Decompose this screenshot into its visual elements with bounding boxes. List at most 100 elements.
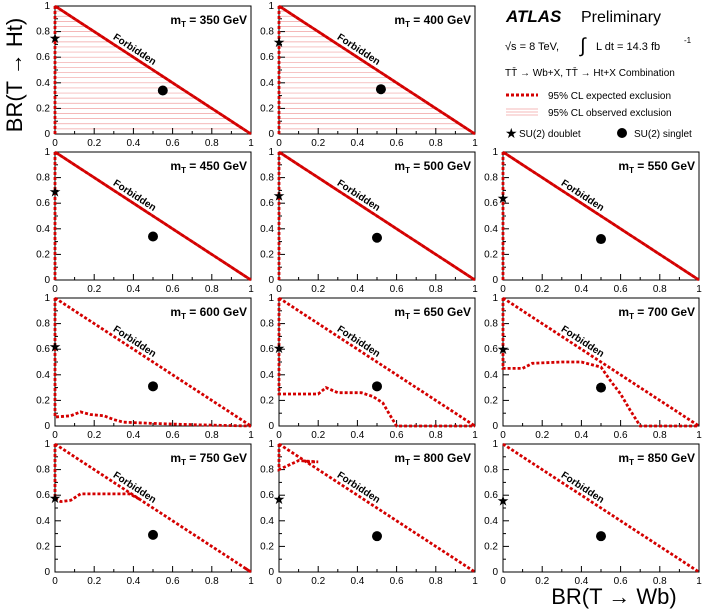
y-tick-label: 0.6 — [484, 344, 498, 355]
y-tick-label: 0 — [268, 129, 274, 140]
x-tick-label: 0 — [52, 138, 58, 149]
y-tick-label: 0.8 — [484, 465, 498, 476]
expected-exclusion-extra — [244, 567, 252, 574]
y-tick-label: 0.4 — [260, 516, 274, 527]
y-tick-label: 1 — [44, 293, 50, 304]
y-tick-label: 0.6 — [260, 52, 274, 63]
y-tick-label: 0.2 — [484, 541, 498, 552]
forbidden-label: Forbidden — [559, 178, 606, 214]
forbidden-boundary — [278, 296, 476, 428]
panel-10: 00 0.2 0.2 0.4 0.4 0.6 0.6 0.8 0.8 1 1 Forbidden mT … — [484, 439, 702, 587]
y-tick-label: 1 — [268, 439, 274, 450]
x-tick-label: 0.4 — [126, 430, 140, 441]
y-tick-label: 0 — [268, 567, 274, 578]
y-tick-label: 0 — [492, 275, 498, 286]
y-tick-label: 1 — [268, 1, 274, 12]
x-tick-label: 0.4 — [350, 430, 364, 441]
doublet-marker: ★ — [49, 339, 62, 355]
expected-exclusion — [277, 444, 319, 472]
y-tick-label: 0 — [44, 421, 50, 432]
y-tick-label: 0.6 — [36, 198, 50, 209]
x-tick-label: 0.6 — [390, 284, 404, 295]
x-tick-label: 0.4 — [350, 138, 364, 149]
y-tick-label: 0.8 — [484, 173, 498, 184]
y-tick-label: 0.2 — [484, 395, 498, 406]
y-tick-label: 1 — [44, 1, 50, 12]
x-tick-label: 1 — [472, 138, 478, 149]
y-tick-label: 0 — [492, 421, 498, 432]
x-tick-label: 1 — [696, 430, 702, 441]
doublet-marker: ★ — [273, 491, 286, 507]
x-tick-label: 0.2 — [311, 284, 325, 295]
doublet-marker: ★ — [497, 492, 510, 508]
x-tick-label: 0.4 — [126, 138, 140, 149]
panel-3: 00 0.2 0.2 0.4 0.4 0.6 0.6 0.8 0.8 1 1 Forbidden mT … — [260, 147, 478, 295]
expected-exclusion — [53, 444, 140, 504]
observed-exclusion — [279, 10, 475, 135]
x-tick-label: 0.8 — [653, 430, 667, 441]
y-tick-label: 0.8 — [36, 465, 50, 476]
x-tick-label: 0.8 — [205, 430, 219, 441]
legend-experiment: ATLAS — [505, 7, 562, 26]
doublet-marker: ★ — [273, 340, 286, 356]
singlet-marker — [157, 85, 168, 96]
legend-energy: √s = 8 TeV, — [505, 41, 559, 53]
x-tick-label: 0.8 — [205, 284, 219, 295]
mass-label: mT = 350 GeV — [170, 13, 247, 29]
x-tick-label: 1 — [696, 576, 702, 587]
x-tick-label: 0.8 — [653, 284, 667, 295]
singlet-marker — [148, 529, 158, 540]
x-tick-label: 0 — [500, 576, 506, 587]
doublet-marker: ★ — [49, 30, 62, 46]
expected-exclusion — [53, 298, 252, 428]
x-tick-label: 0 — [52, 430, 58, 441]
y-tick-label: 0.2 — [260, 103, 274, 114]
x-tick-label: 0.8 — [653, 576, 667, 587]
y-tick-label: 0.6 — [36, 344, 50, 355]
y-tick-label: 0.6 — [484, 198, 498, 209]
y-tick-label: 0.2 — [36, 249, 50, 260]
x-tick-label: 0.4 — [126, 284, 140, 295]
doublet-marker: ★ — [497, 190, 510, 206]
y-tick-label: 1 — [492, 439, 498, 450]
x-tick-label: 1 — [696, 284, 702, 295]
doublet-marker: ★ — [273, 34, 286, 50]
forbidden-label: Forbidden — [559, 324, 606, 360]
legend-singlet: SU(2) singlet — [634, 129, 692, 140]
doublet-marker: ★ — [273, 188, 286, 204]
x-tick-label: 0.6 — [390, 138, 404, 149]
y-tick-label: 0.4 — [36, 516, 50, 527]
forbidden-label: Forbidden — [111, 324, 158, 360]
y-tick-label: 1 — [492, 147, 498, 158]
y-tick-label: 0 — [268, 421, 274, 432]
y-tick-label: 0.8 — [260, 319, 274, 330]
forbidden-boundary — [54, 442, 252, 574]
singlet-marker — [596, 531, 606, 542]
y-tick-label: 1 — [268, 147, 274, 158]
expected-exclusion — [277, 149, 476, 282]
y-tick-label: 0.2 — [36, 103, 50, 114]
x-tick-label: 0.4 — [574, 576, 588, 587]
legend-lumi: L dt = 14.3 fb — [596, 41, 660, 53]
panel-8: 00 0.2 0.2 0.4 0.4 0.6 0.6 0.8 0.8 1 1 Forbidden mT … — [36, 439, 254, 587]
panel-1: 000.20.20.40.40.60.60.80.811ForbiddenmT … — [260, 1, 478, 149]
x-tick-label: 0.6 — [614, 576, 628, 587]
y-tick-label: 0.2 — [36, 395, 50, 406]
x-tick-label: 0.8 — [429, 284, 443, 295]
legend-integral: ∫ — [579, 35, 587, 57]
forbidden-label: Forbidden — [111, 470, 158, 506]
x-tick-label: 1 — [472, 284, 478, 295]
y-tick-label: 0.4 — [36, 224, 50, 235]
x-tick-label: 1 — [472, 430, 478, 441]
x-tick-label: 0.6 — [166, 576, 180, 587]
panel-6: 00 0.2 0.2 0.4 0.4 0.6 0.6 0.8 0.8 1 1 Forbidden mT … — [260, 293, 478, 441]
legend-expected: 95% CL expected exclusion — [548, 91, 671, 102]
y-tick-label: 0.6 — [36, 52, 50, 63]
y-tick-label: 0.4 — [260, 78, 274, 89]
x-tick-label: 0.8 — [205, 138, 219, 149]
y-tick-label: 0.4 — [260, 224, 274, 235]
x-tick-label: 0.2 — [535, 576, 549, 587]
x-tick-label: 0 — [276, 576, 282, 587]
x-tick-label: 0.6 — [166, 284, 180, 295]
